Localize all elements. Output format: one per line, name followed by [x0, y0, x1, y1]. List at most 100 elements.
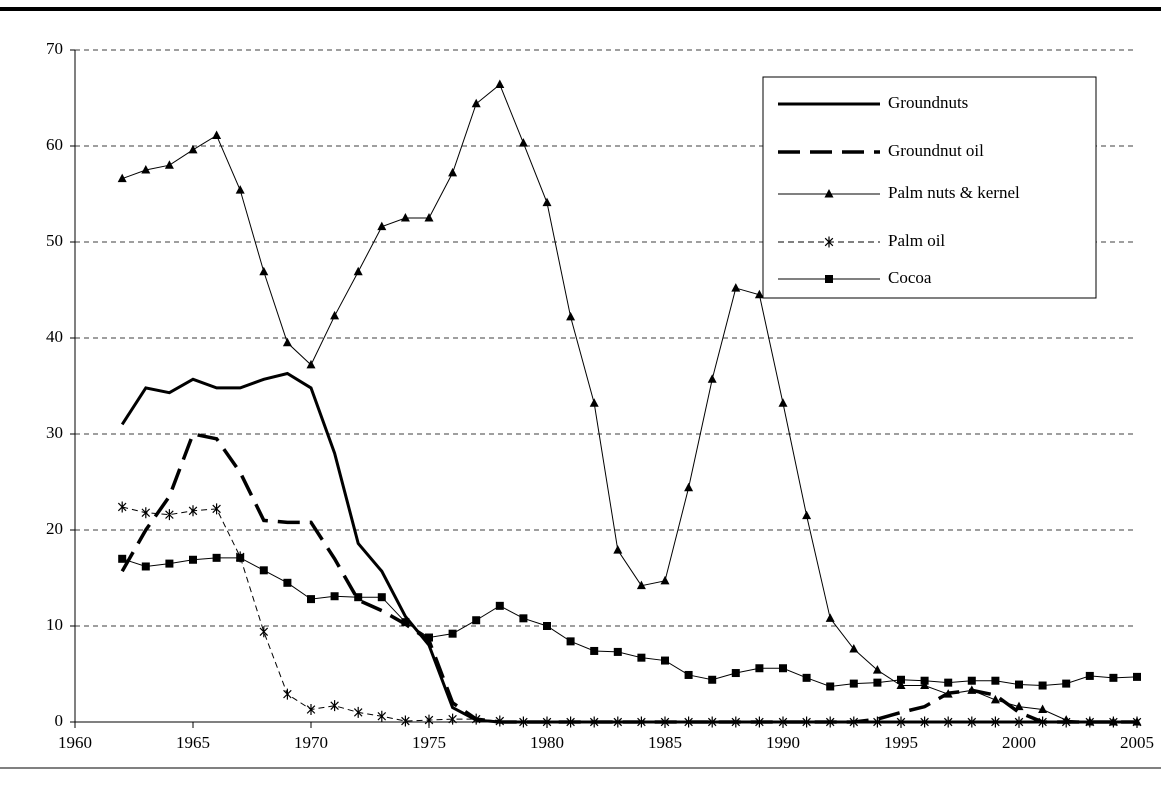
legend: Groundnuts Groundnut oil Palm nuts & kerne… [762, 76, 1097, 299]
x-tick-label: 1990 [766, 733, 800, 752]
marker [849, 679, 858, 688]
y-tick-label: 0 [55, 711, 64, 730]
marker [589, 716, 599, 728]
marker [330, 310, 340, 320]
marker [824, 236, 834, 248]
marker [707, 374, 717, 383]
marker [236, 553, 245, 562]
marker [400, 213, 410, 222]
marker [731, 283, 741, 292]
marker [471, 98, 481, 108]
x-tick-label: 1985 [648, 733, 682, 752]
marker [164, 160, 174, 169]
marker [825, 613, 835, 622]
marker [141, 507, 151, 519]
marker [991, 676, 1000, 685]
marker [377, 710, 387, 722]
marker [259, 566, 268, 575]
series-line [122, 506, 1137, 723]
marker [188, 505, 198, 517]
marker [1109, 673, 1118, 682]
marker [377, 593, 386, 602]
marker [542, 197, 552, 207]
marker [896, 716, 906, 728]
marker [235, 185, 245, 194]
marker [613, 647, 622, 656]
y-tick-label: 50 [46, 231, 63, 250]
marker [613, 545, 623, 554]
marker [779, 664, 787, 673]
marker [660, 716, 670, 728]
marker [1015, 680, 1023, 689]
marker [943, 716, 953, 728]
marker [920, 680, 930, 690]
series-line [122, 557, 1138, 687]
marker [472, 616, 481, 625]
marker [377, 221, 387, 231]
marker [448, 167, 458, 177]
marker [566, 637, 575, 646]
x-tick-label: 1965 [176, 733, 210, 752]
grid: 0 10 20 30 40 50 60 70 1960 1965 1970 1975 1980 1985 1… [46, 39, 1154, 752]
marker [1038, 681, 1047, 690]
marker [519, 614, 528, 623]
marker [1132, 716, 1142, 728]
marker [637, 716, 646, 728]
marker [566, 311, 576, 321]
marker [825, 716, 835, 728]
y-tick-label: 30 [46, 423, 63, 442]
legend-label: Cocoa [888, 268, 932, 287]
marker [165, 509, 174, 521]
marker [1109, 716, 1118, 728]
plot [117, 79, 1142, 728]
marker [1038, 716, 1047, 728]
marker [967, 716, 977, 728]
series [118, 553, 1141, 691]
marker [354, 593, 363, 602]
marker [188, 144, 198, 154]
marker [684, 716, 693, 728]
marker [118, 554, 127, 563]
marker [518, 138, 528, 147]
marker [825, 275, 833, 283]
marker [259, 626, 269, 638]
marker [424, 213, 434, 222]
marker [1038, 704, 1048, 714]
marker [802, 510, 812, 520]
series-line [120, 371, 1137, 724]
marker [306, 359, 316, 369]
y-tick-label: 70 [46, 39, 63, 58]
marker [637, 653, 646, 662]
marker [802, 716, 811, 728]
marker [117, 501, 127, 513]
marker [471, 713, 481, 725]
marker [425, 633, 433, 642]
marker [896, 680, 906, 690]
marker [872, 665, 882, 674]
y-tick-label: 40 [46, 327, 63, 346]
marker [755, 664, 764, 673]
marker [755, 716, 764, 728]
marker [330, 592, 339, 601]
marker [967, 676, 976, 685]
marker [353, 266, 363, 276]
marker [967, 685, 977, 694]
marker [495, 715, 505, 727]
marker [259, 266, 269, 276]
marker [826, 682, 835, 691]
marker [824, 189, 834, 198]
marker [566, 716, 575, 728]
marker [165, 559, 174, 568]
marker [282, 337, 292, 347]
marker [1014, 716, 1024, 728]
marker [448, 629, 457, 638]
marker [991, 716, 1000, 728]
marker [661, 656, 669, 665]
marker [897, 675, 905, 684]
marker [944, 678, 953, 687]
x-tick-label: 1975 [412, 733, 446, 752]
marker [117, 173, 127, 183]
marker [401, 715, 410, 727]
marker [495, 601, 504, 610]
marker [684, 482, 694, 492]
